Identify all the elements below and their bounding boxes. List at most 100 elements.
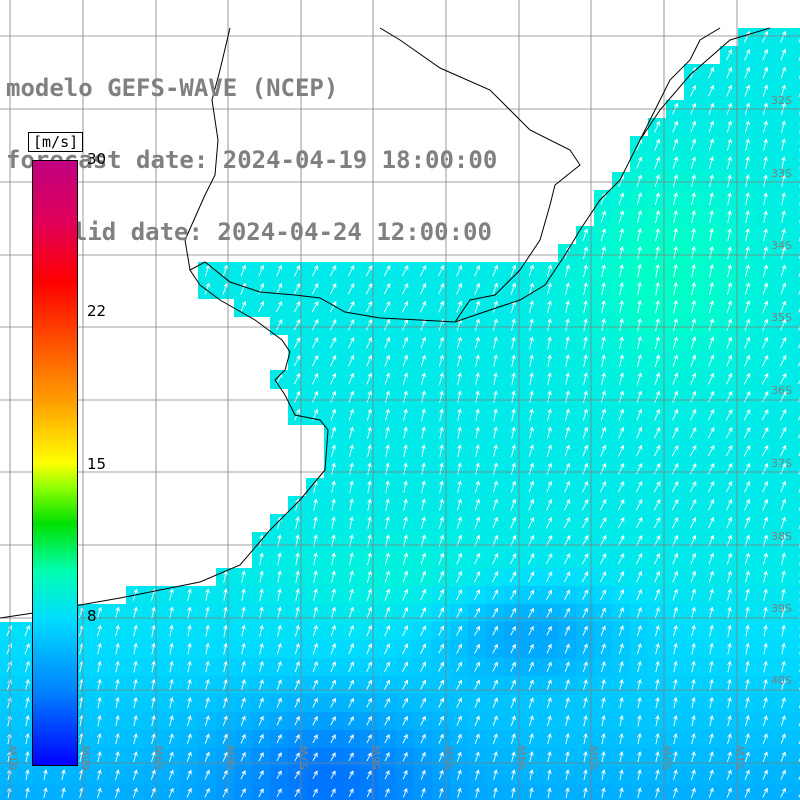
wind-cell <box>648 262 667 281</box>
wind-cell <box>756 64 775 83</box>
wind-arrow <box>745 138 750 151</box>
wind-arrow <box>582 661 588 673</box>
wind-arrow <box>456 589 463 601</box>
wind-arrow <box>349 480 354 493</box>
wind-arrow <box>709 678 714 691</box>
wind-cell <box>720 514 739 533</box>
wind-arrow <box>169 678 174 691</box>
wind-cell <box>702 136 721 155</box>
wind-arrow <box>402 588 409 601</box>
wind-cell <box>198 676 217 695</box>
wind-arrow <box>347 283 355 295</box>
wind-arrow <box>492 552 499 565</box>
wind-arrow <box>708 138 715 151</box>
wind-cell <box>522 730 541 749</box>
wind-arrow <box>311 319 319 331</box>
wind-arrow <box>133 642 138 655</box>
wind-cell <box>486 478 505 497</box>
wind-arrow <box>187 606 192 619</box>
wind-cell <box>630 586 649 605</box>
wind-arrow <box>691 281 696 296</box>
wind-cell <box>288 658 307 677</box>
wind-cell <box>612 280 631 299</box>
wind-arrow <box>690 354 697 367</box>
wind-cell <box>756 298 775 317</box>
wind-arrow <box>385 426 390 439</box>
wind-cell <box>414 406 433 425</box>
wind-cell <box>594 658 613 677</box>
wind-cell <box>360 424 379 443</box>
wind-arrow <box>493 408 498 421</box>
wind-cell <box>774 514 793 533</box>
wind-cell <box>720 532 739 551</box>
wind-arrow <box>25 714 30 727</box>
wind-arrow <box>690 390 697 403</box>
wind-cell <box>288 586 307 605</box>
wind-arrow <box>475 426 480 439</box>
wind-arrow <box>708 570 714 583</box>
wind-cell <box>576 460 595 479</box>
wind-cell <box>324 352 343 371</box>
wind-cell <box>432 316 451 335</box>
wind-arrow <box>528 498 535 511</box>
wind-arrow <box>599 535 607 547</box>
wind-arrow <box>690 570 697 583</box>
wind-cell <box>468 766 487 785</box>
wind-arrow <box>384 661 391 672</box>
wind-arrow <box>330 788 336 798</box>
wind-cell <box>432 532 451 551</box>
wind-arrow <box>565 300 570 313</box>
wind-cell <box>720 100 739 119</box>
wind-cell <box>450 334 469 353</box>
wind-arrow <box>635 499 643 511</box>
wind-cell <box>324 676 343 695</box>
wind-cell <box>774 118 793 137</box>
wind-cell <box>450 748 469 767</box>
wind-arrow <box>691 751 696 763</box>
wind-arrow <box>222 733 228 744</box>
wind-arrow <box>115 733 120 745</box>
wind-arrow <box>691 660 696 673</box>
wind-cell <box>396 514 415 533</box>
wind-cell <box>612 730 631 749</box>
wind-cell <box>612 460 631 479</box>
wind-arrow <box>330 444 336 457</box>
wind-arrow <box>348 624 355 637</box>
wind-cell <box>648 748 667 767</box>
wind-cell <box>666 730 685 749</box>
wind-cell <box>144 604 163 623</box>
wind-arrow <box>671 444 679 457</box>
wind-cell <box>270 586 289 605</box>
wind-cell <box>684 118 703 137</box>
wind-cell <box>342 424 361 443</box>
wind-arrow <box>25 732 30 745</box>
wind-arrow <box>366 643 373 655</box>
wind-cell <box>468 262 487 281</box>
wind-arrow <box>240 751 246 762</box>
wind-cell <box>252 748 271 767</box>
wind-arrow <box>384 733 390 744</box>
wind-cell <box>720 694 739 713</box>
wind-arrow <box>403 444 408 457</box>
wind-arrow <box>689 498 697 511</box>
wind-cell <box>792 226 800 245</box>
wind-arrow <box>563 535 571 547</box>
wind-arrow <box>384 625 391 637</box>
wind-arrow <box>420 336 427 349</box>
wind-arrow <box>474 300 481 313</box>
wind-cell <box>738 316 757 335</box>
wind-cell <box>702 82 721 101</box>
wind-cell <box>432 640 451 659</box>
wind-cell <box>630 604 649 623</box>
wind-arrow <box>367 480 372 493</box>
wind-arrow <box>583 679 588 691</box>
wind-cell <box>612 226 631 245</box>
wind-arrow <box>780 318 787 331</box>
wind-arrow <box>763 570 768 583</box>
wind-arrow <box>438 769 444 780</box>
wind-cell <box>558 262 577 281</box>
wind-arrow <box>672 552 679 565</box>
wind-cell <box>504 676 523 695</box>
wind-arrow <box>727 660 732 673</box>
wind-cell <box>540 514 559 533</box>
